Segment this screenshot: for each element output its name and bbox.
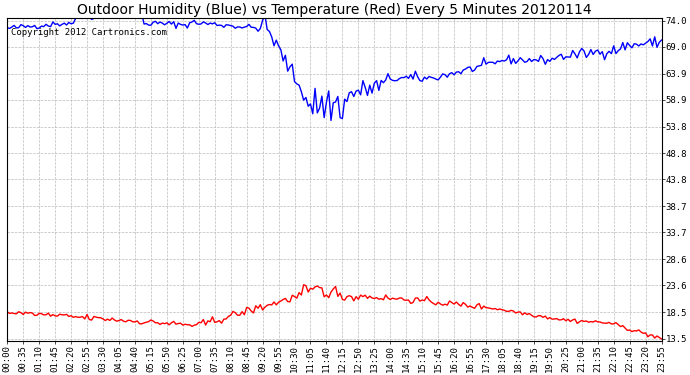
Text: Copyright 2012 Cartronics.com: Copyright 2012 Cartronics.com [10, 28, 166, 37]
Title: Outdoor Humidity (Blue) vs Temperature (Red) Every 5 Minutes 20120114: Outdoor Humidity (Blue) vs Temperature (… [77, 3, 592, 17]
